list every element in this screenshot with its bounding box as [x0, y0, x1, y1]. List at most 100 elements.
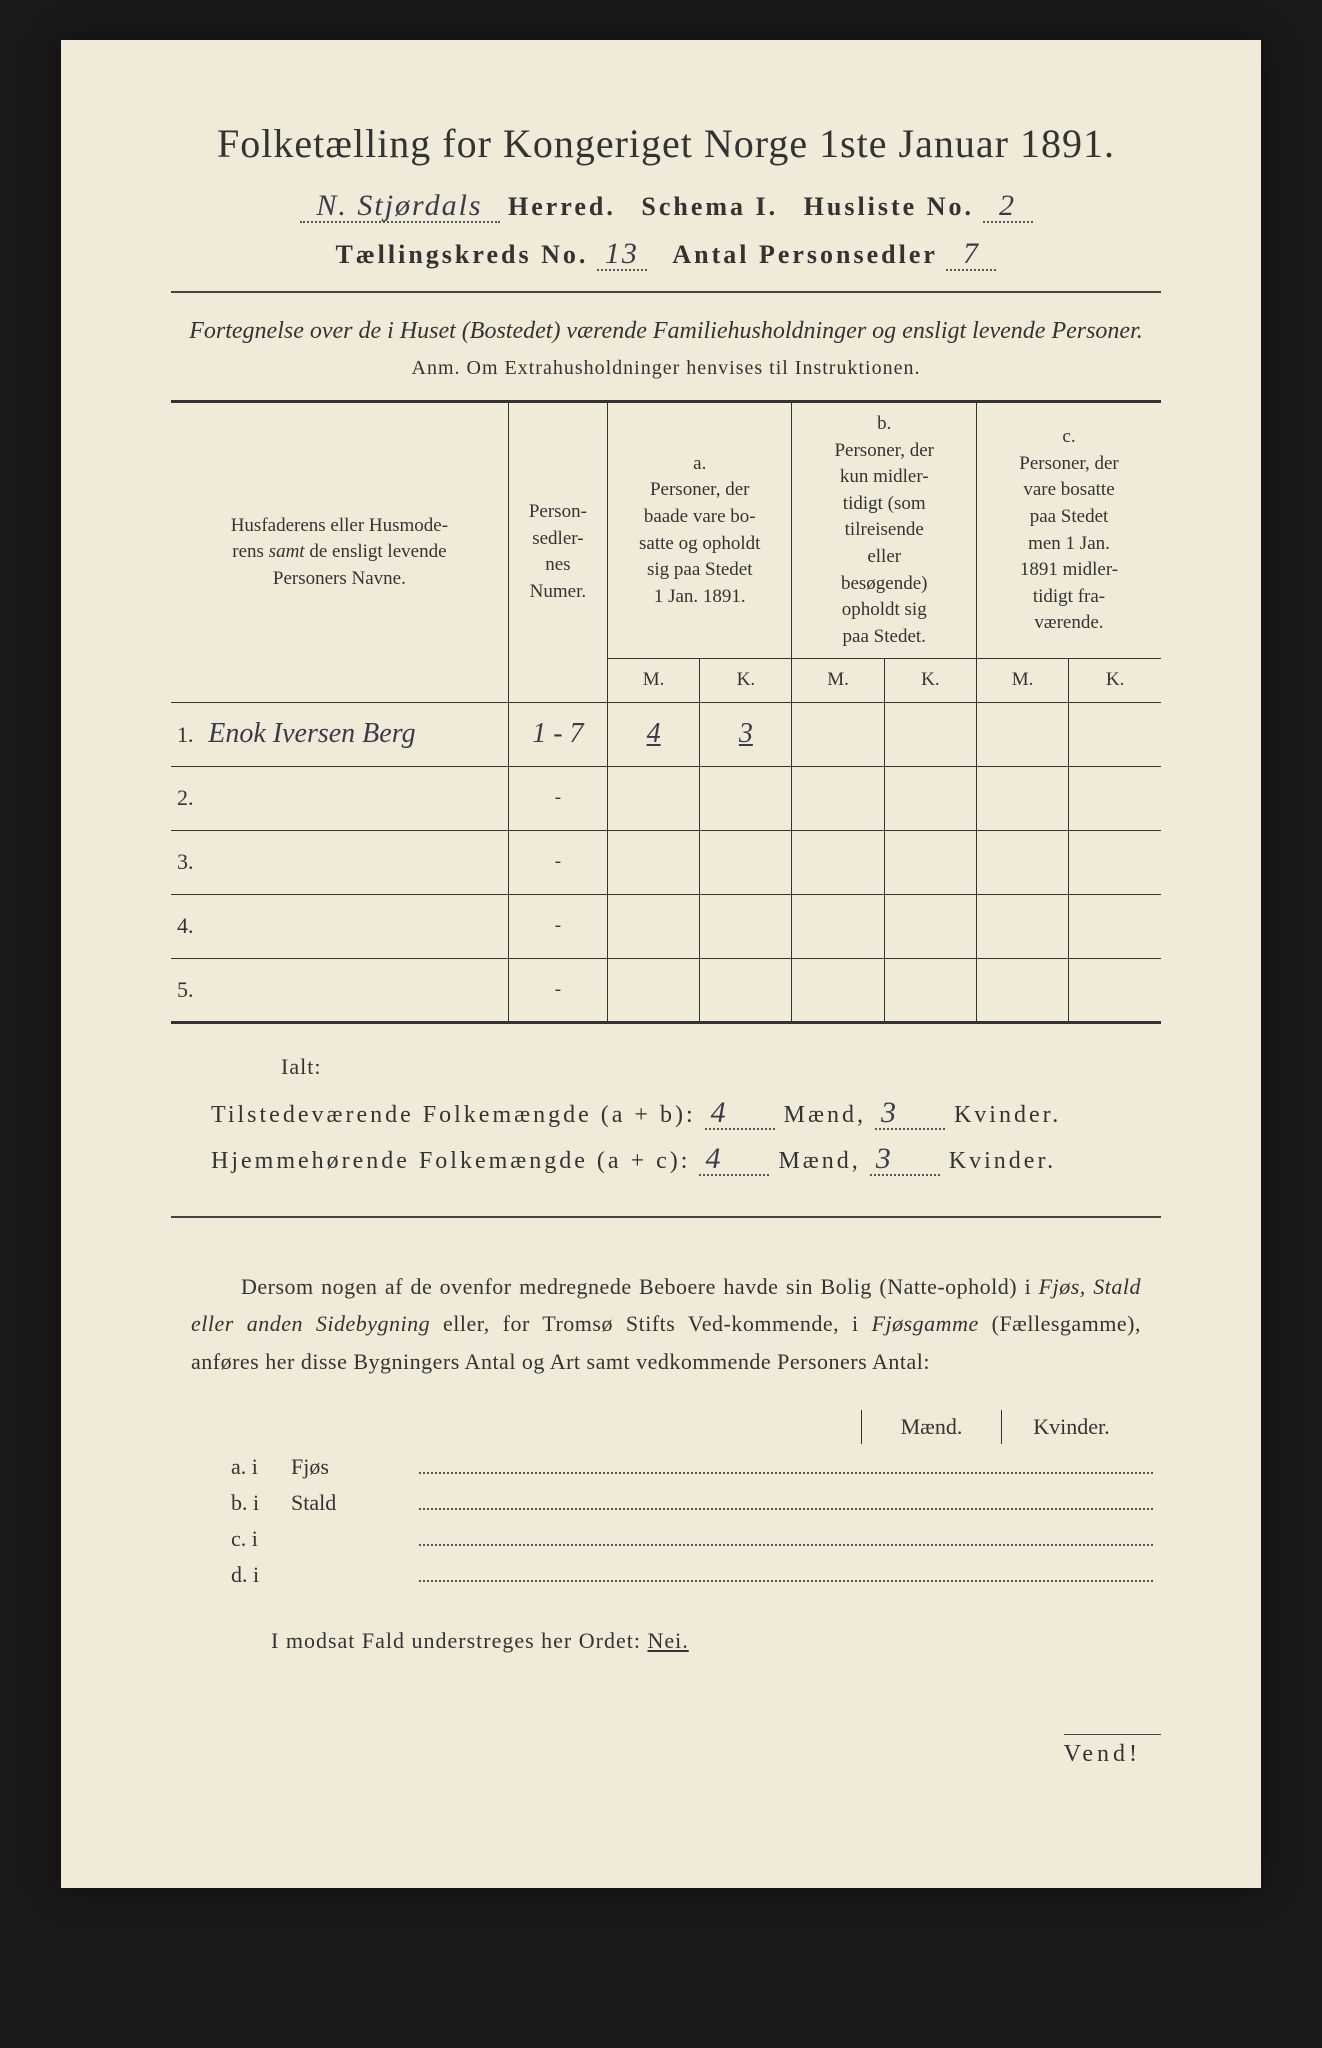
cell-bm [792, 958, 884, 1022]
dotted-line [419, 1544, 1153, 1546]
modsat-text: I modsat Fald understreges her Ordet: [271, 1628, 647, 1653]
person-numbers: 1 - 7 [515, 718, 601, 750]
household-table: Husfaderens eller Husmode-rens samt de e… [171, 400, 1161, 1024]
mk-header-row: Mænd. Kvinder. [171, 1410, 1141, 1444]
table-row: 2. - [171, 766, 1161, 830]
dotted-line [419, 1472, 1153, 1474]
cell-ak: 3 [700, 702, 792, 766]
table-row: 5. - [171, 958, 1161, 1022]
byg-label: b. i [231, 1490, 291, 1516]
cell-bk [884, 894, 976, 958]
herred-value: N. Stjørdals [300, 191, 500, 223]
col-c-m: M. [976, 659, 1068, 703]
row-num: 2. [177, 785, 204, 810]
building-row: c. i [231, 1526, 1161, 1552]
total-resident-m: 4 [699, 1144, 769, 1176]
cell-num: 1 - 7 [508, 702, 607, 766]
cell-name: 5. [171, 958, 508, 1022]
cell-ck [1069, 702, 1161, 766]
separator [171, 291, 1161, 293]
cell-am: 4 [607, 702, 699, 766]
mk-m: Mænd. [861, 1410, 1001, 1444]
cell-cm [976, 702, 1068, 766]
cell-bm [792, 702, 884, 766]
row-num: 4. [177, 913, 204, 938]
header-line-kreds: Tællingskreds No. 13 Antal Personsedler … [171, 239, 1161, 271]
cell-am [607, 830, 699, 894]
total-resident-label: Hjemmehørende Folkemængde (a + c): [211, 1148, 690, 1174]
cell-ck [1069, 830, 1161, 894]
building-row: d. i [231, 1562, 1161, 1588]
cell-ak [700, 766, 792, 830]
kvinder-label: Kvinder. [949, 1148, 1056, 1174]
ialt-label: Ialt: [281, 1054, 1161, 1080]
kreds-value: 13 [597, 239, 647, 271]
val-ak: 3 [706, 718, 785, 750]
nei-word: Nei. [647, 1628, 688, 1653]
page-title: Folketælling for Kongeriget Norge 1ste J… [171, 120, 1161, 167]
antal-value: 7 [946, 239, 996, 271]
building-row: b. i Stald [231, 1490, 1161, 1516]
annotation: Anm. Om Extrahusholdninger henvises til … [171, 357, 1161, 380]
row-num: 5. [177, 977, 204, 1002]
dotted-line [419, 1508, 1153, 1510]
byg-label: d. i [231, 1562, 291, 1588]
cell-bk [884, 958, 976, 1022]
cell-am [607, 766, 699, 830]
col-b-label: b. [877, 413, 891, 434]
col-name-header: Husfaderens eller Husmode-rens samt de e… [171, 402, 508, 703]
cell-num: - [508, 894, 607, 958]
header-line-herred: N. Stjørdals Herred. Schema I. Husliste … [171, 191, 1161, 223]
col-c-label: c. [1062, 426, 1075, 447]
cell-ck [1069, 766, 1161, 830]
col-b-k: K. [884, 659, 976, 703]
col-num-header: Person-sedler-nesNumer. [508, 402, 607, 703]
col-b-m: M. [792, 659, 884, 703]
subtitle: Fortegnelse over de i Huset (Bostedet) v… [171, 313, 1161, 349]
col-a-k: K. [700, 659, 792, 703]
col-b-header: b. Personer, derkun midler-tidigt (somti… [792, 402, 977, 659]
separator [171, 1216, 1161, 1218]
antal-label: Antal Personsedler [672, 240, 938, 269]
table-row: 4. - [171, 894, 1161, 958]
table-body: 1. Enok Iversen Berg 1 - 7 4 3 2. - 3. - [171, 702, 1161, 1022]
col-c-header: c. Personer, dervare bosattepaa Stedetme… [976, 402, 1161, 659]
cell-ck [1069, 894, 1161, 958]
cell-bk [884, 766, 976, 830]
person-name: Enok Iversen Berg [208, 718, 415, 749]
maend-label: Mænd, [784, 1102, 866, 1128]
kreds-label: Tællingskreds No. [336, 240, 589, 269]
cell-name: 2. [171, 766, 508, 830]
col-a-label: a. [693, 453, 706, 474]
row-num: 3. [177, 849, 204, 874]
total-resident-k: 3 [870, 1144, 940, 1176]
cell-cm [976, 894, 1068, 958]
dotted-line [419, 1580, 1153, 1582]
herred-label: Herred. [508, 192, 616, 221]
cell-num: - [508, 830, 607, 894]
cell-num: - [508, 958, 607, 1022]
cell-name: 3. [171, 830, 508, 894]
modsat-line: I modsat Fald understreges her Ordet: Ne… [271, 1628, 1161, 1654]
byg-type: Stald [291, 1490, 411, 1516]
cell-bm [792, 894, 884, 958]
maend-label: Mænd, [778, 1148, 860, 1174]
vend-label: Vend! [1064, 1734, 1161, 1768]
cell-am [607, 958, 699, 1022]
kvinder-label: Kvinder. [954, 1102, 1061, 1128]
cell-ak [700, 958, 792, 1022]
total-present-label: Tilstedeværende Folkemængde (a + b): [211, 1102, 696, 1128]
cell-cm [976, 958, 1068, 1022]
cell-ak [700, 894, 792, 958]
outbuilding-paragraph: Dersom nogen af de ovenfor medregnede Be… [191, 1268, 1141, 1380]
cell-bk [884, 830, 976, 894]
cell-bk [884, 702, 976, 766]
val-am: 4 [614, 718, 693, 750]
table-row: 3. - [171, 830, 1161, 894]
col-a-header: a. Personer, derbaade vare bo-satte og o… [607, 402, 792, 659]
col-a-m: M. [607, 659, 699, 703]
col-c-k: K. [1069, 659, 1161, 703]
cell-cm [976, 830, 1068, 894]
cell-num: - [508, 766, 607, 830]
total-present-m: 4 [705, 1098, 775, 1130]
